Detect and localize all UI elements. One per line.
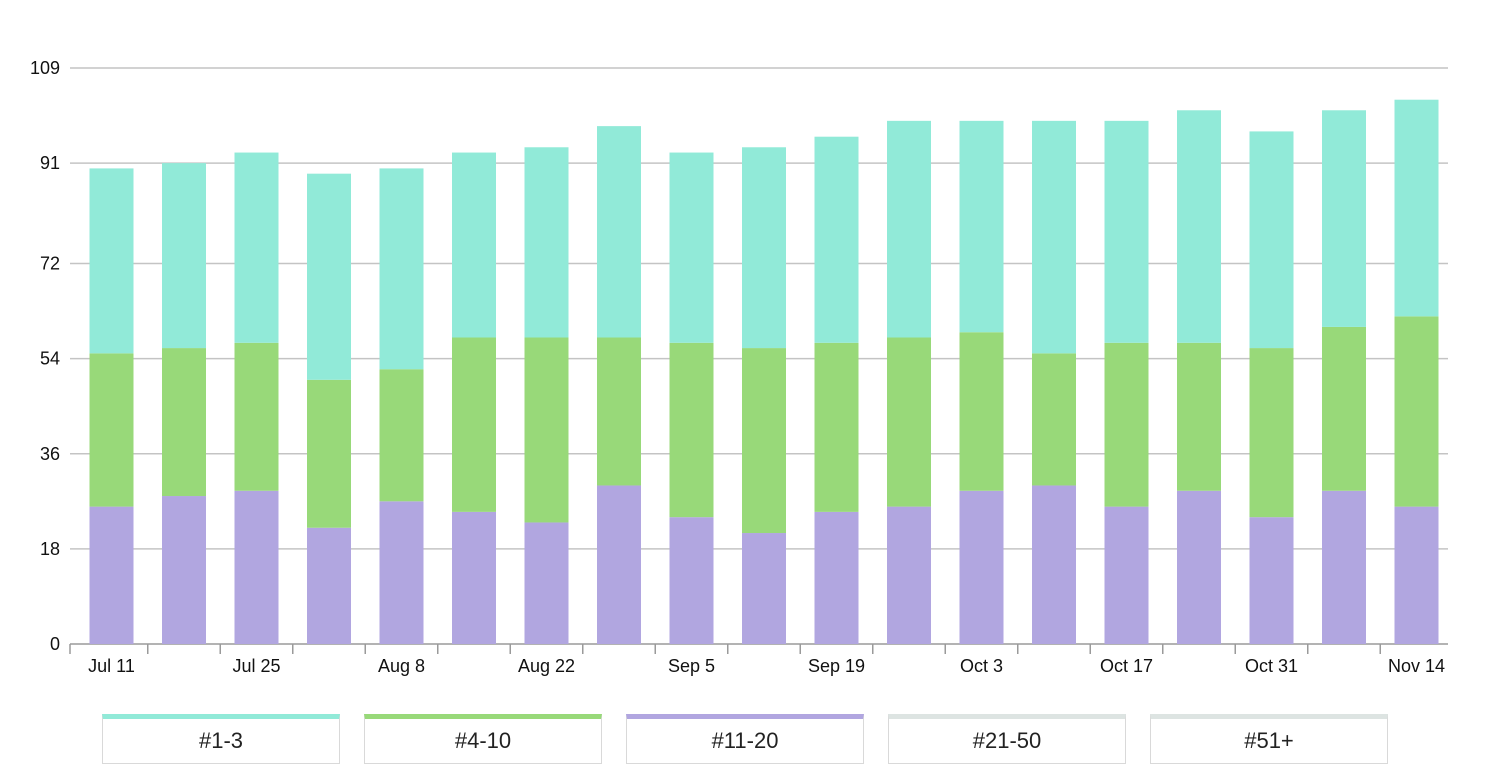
x-tick-label: Jul 11 xyxy=(88,656,135,676)
bar-segment-11-20[interactable] xyxy=(1322,490,1366,644)
x-tick-label: Sep 19 xyxy=(808,656,865,676)
legend-item-21-50[interactable]: #21-50 xyxy=(888,714,1126,764)
bar-segment-4-10[interactable] xyxy=(887,337,931,507)
bar-segment-1-3[interactable] xyxy=(669,152,714,343)
x-tick-label: Oct 3 xyxy=(960,656,1003,676)
bar-segment-11-20[interactable] xyxy=(669,517,714,644)
bars xyxy=(89,99,1439,644)
y-tick-label: 72 xyxy=(40,254,60,274)
bar-segment-11-20[interactable] xyxy=(379,501,424,644)
bar-segment-4-10[interactable] xyxy=(742,348,786,534)
bar-segment-1-3[interactable] xyxy=(1177,110,1221,343)
bar-segment-1-3[interactable] xyxy=(1322,110,1366,327)
y-tick-label: 91 xyxy=(40,153,60,173)
x-tick-label: Sep 5 xyxy=(668,656,715,676)
legend-item-51-plus[interactable]: #51+ xyxy=(1150,714,1388,764)
y-tick-label: 36 xyxy=(40,444,60,464)
bar-segment-4-10[interactable] xyxy=(1032,353,1076,486)
bar-segment-11-20[interactable] xyxy=(162,496,206,644)
bar-segment-11-20[interactable] xyxy=(959,490,1004,644)
bar-segment-4-10[interactable] xyxy=(1104,342,1149,507)
legend-label: #1-3 xyxy=(198,728,244,753)
bar-segment-11-20[interactable] xyxy=(887,506,931,644)
x-tick-label: Aug 8 xyxy=(378,656,425,676)
bar-segment-1-3[interactable] xyxy=(162,163,206,349)
legend-label: #21-50 xyxy=(972,728,1042,753)
legend-label: #11-20 xyxy=(711,728,779,753)
bar-segment-4-10[interactable] xyxy=(1394,316,1439,507)
bar-segment-4-10[interactable] xyxy=(452,337,496,512)
bar-segment-1-3[interactable] xyxy=(234,152,279,343)
bar-segment-4-10[interactable] xyxy=(379,369,424,502)
bar-segment-1-3[interactable] xyxy=(1394,99,1439,317)
bar-segment-11-20[interactable] xyxy=(1177,490,1221,644)
bar-segment-11-20[interactable] xyxy=(1104,506,1149,644)
bar-segment-11-20[interactable] xyxy=(742,533,786,644)
y-tick-label: 0 xyxy=(50,634,60,654)
y-tick-label: 54 xyxy=(40,349,60,369)
bar-segment-4-10[interactable] xyxy=(307,379,351,528)
y-tick-label: 18 xyxy=(40,539,60,559)
bar-segment-1-3[interactable] xyxy=(1032,120,1076,354)
bar-segment-1-3[interactable] xyxy=(524,147,569,338)
bar-segment-4-10[interactable] xyxy=(234,342,279,491)
legend: #1-3 #4-10 #11-20 #21-50 #51+ xyxy=(102,714,1388,764)
bar-segment-1-3[interactable] xyxy=(887,120,931,338)
x-tick-label: Nov 14 xyxy=(1388,656,1445,676)
bar-segment-4-10[interactable] xyxy=(597,337,641,486)
bar-segment-4-10[interactable] xyxy=(162,348,206,497)
bar-segment-1-3[interactable] xyxy=(742,147,786,349)
legend-item-4-10[interactable]: #4-10 xyxy=(364,714,602,764)
bar-segment-11-20[interactable] xyxy=(1394,506,1439,644)
x-tick-label: Jul 25 xyxy=(232,656,280,676)
bar-segment-1-3[interactable] xyxy=(959,120,1004,333)
legend-label: #51+ xyxy=(1244,728,1294,753)
bar-segment-1-3[interactable] xyxy=(379,168,424,370)
bar-segment-4-10[interactable] xyxy=(669,342,714,518)
bar-segment-1-3[interactable] xyxy=(307,173,351,380)
bar-segment-1-3[interactable] xyxy=(814,136,859,343)
bar-segment-11-20[interactable] xyxy=(234,490,279,644)
bar-segment-1-3[interactable] xyxy=(1104,120,1149,343)
bar-segment-11-20[interactable] xyxy=(452,511,496,644)
bar-segment-11-20[interactable] xyxy=(307,527,351,644)
bar-segment-11-20[interactable] xyxy=(814,511,859,644)
bar-segment-11-20[interactable] xyxy=(1032,485,1076,644)
bar-segment-1-3[interactable] xyxy=(452,152,496,338)
x-tick-label: Oct 31 xyxy=(1245,656,1298,676)
legend-item-11-20[interactable]: #11-20 xyxy=(626,714,864,764)
bar-segment-11-20[interactable] xyxy=(597,485,641,644)
legend-item-1-3[interactable]: #1-3 xyxy=(102,714,340,764)
bar-segment-1-3[interactable] xyxy=(597,126,641,338)
bar-segment-4-10[interactable] xyxy=(524,337,569,523)
bar-segment-4-10[interactable] xyxy=(1249,348,1294,518)
bar-segment-4-10[interactable] xyxy=(1322,326,1366,491)
x-tick-label: Oct 17 xyxy=(1100,656,1153,676)
axes: 0 18 36 54 72 91 109 Jul 11 Jul 25 Aug 8 Aug 22 Sep… xyxy=(30,58,1445,676)
bar-segment-11-20[interactable] xyxy=(524,522,569,644)
bar-segment-4-10[interactable] xyxy=(1177,342,1221,491)
bar-segment-1-3[interactable] xyxy=(1249,131,1294,349)
bar-segment-4-10[interactable] xyxy=(959,332,1004,491)
stacked-bar-chart: 0 18 36 54 72 91 109 Jul 11 Jul 25 Aug 8 Aug 22 Sep… xyxy=(30,58,1448,676)
y-tick-label: 109 xyxy=(30,58,60,78)
x-tick-label: Aug 22 xyxy=(518,656,575,676)
bar-segment-1-3[interactable] xyxy=(89,168,134,354)
bar-segment-11-20[interactable] xyxy=(1249,517,1294,644)
bar-segment-4-10[interactable] xyxy=(89,353,134,507)
bar-segment-11-20[interactable] xyxy=(89,506,134,644)
bar-segment-4-10[interactable] xyxy=(814,342,859,512)
legend-label: #4-10 xyxy=(454,728,512,753)
